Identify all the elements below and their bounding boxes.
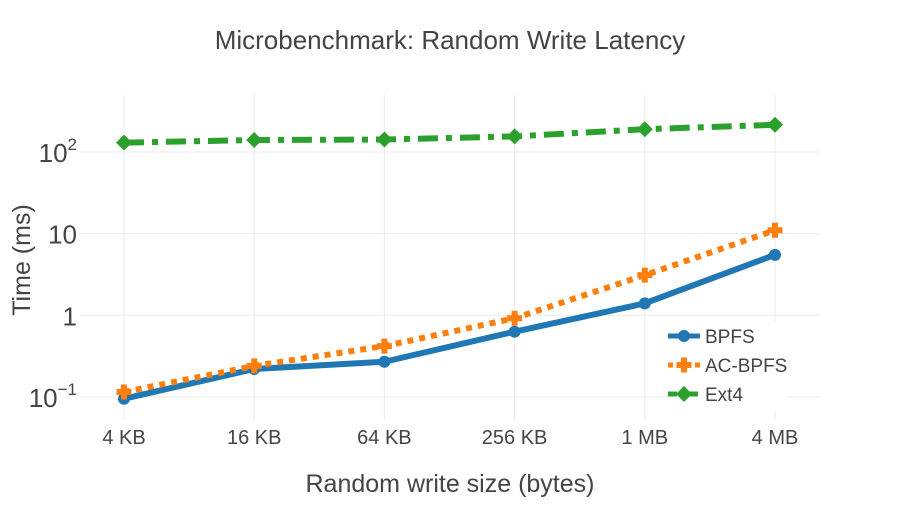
x-axis-label: Random write size (bytes) (306, 470, 595, 498)
x-tick-label: 4 KB (102, 427, 145, 449)
legend-label: Ext4 (705, 385, 743, 406)
y-tick-label: 1 (63, 301, 77, 331)
y-tick-label: 10−1 (29, 380, 77, 413)
data-point-ext4 (767, 116, 783, 133)
series-line-ac-bpfs (123, 227, 776, 395)
legend-item-bpfs: BPFS (668, 327, 755, 348)
y-axis-ticks: 10−1 1 10 102 (29, 135, 77, 413)
data-point-ac-bpfs (767, 222, 783, 238)
x-tick-label: 256 KB (482, 427, 548, 449)
chart-title: Microbenchmark: Random Write Latency (215, 25, 686, 55)
data-point-ext4 (246, 132, 263, 149)
data-point-ext4 (636, 121, 653, 138)
x-tick-label: 64 KB (357, 427, 411, 449)
data-point-ext4 (506, 128, 523, 145)
y-axis-label: Time (ms) (8, 204, 36, 316)
data-point-ext4 (376, 131, 393, 148)
y-tick-label: 102 (39, 135, 77, 168)
legend-item-ext4: Ext4 (668, 385, 743, 406)
legend-marker (676, 357, 692, 373)
data-point-ac-bpfs (116, 384, 132, 400)
data-point-ext4 (116, 134, 132, 151)
legend-marker (678, 330, 690, 342)
data-point-bpfs (769, 248, 781, 261)
data-point-ac-bpfs (246, 358, 262, 374)
series-layer (116, 116, 783, 405)
series-ext4 (116, 116, 783, 151)
legend-item-ac-bpfs: AC-BPFS (668, 356, 787, 377)
data-point-ac-bpfs (637, 267, 653, 283)
x-axis-ticks: 4 KB 16 KB 64 KB 256 KB 1 MB 4 MB (102, 427, 798, 449)
data-point-bpfs (508, 325, 521, 338)
data-point-ac-bpfs (376, 338, 392, 354)
series-line-ext4 (123, 121, 776, 146)
data-point-bpfs (638, 297, 651, 310)
series-ac-bpfs (116, 222, 783, 400)
x-tick-label: 4 MB (752, 427, 799, 449)
data-point-bpfs (378, 355, 391, 368)
legend: BPFS AC-BPFS Ext4 (665, 322, 787, 410)
legend-marker (676, 386, 692, 402)
data-point-ac-bpfs (507, 310, 523, 326)
legend-label: BPFS (705, 327, 755, 348)
legend-label: AC-BPFS (705, 356, 787, 377)
x-tick-label: 1 MB (621, 427, 668, 449)
series-line-bpfs (123, 252, 777, 402)
y-tick-label: 10 (48, 220, 77, 250)
x-tick-label: 16 KB (227, 427, 281, 449)
